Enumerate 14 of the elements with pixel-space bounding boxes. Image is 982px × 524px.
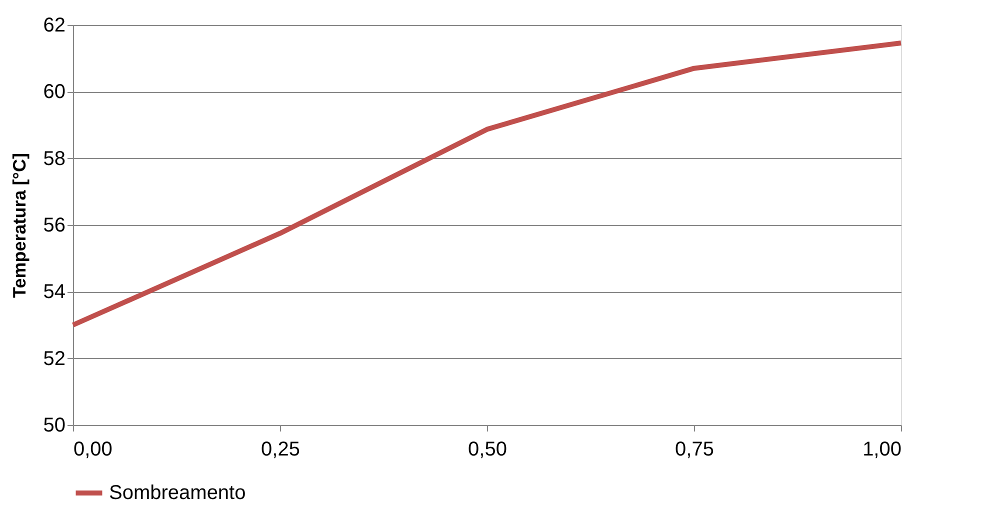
y-tick-label: 56	[43, 214, 66, 236]
y-tick-label: 50	[43, 414, 66, 436]
y-tick-label: 58	[43, 148, 66, 170]
x-tick-label: 0,00	[74, 438, 112, 460]
x-tick-label: 0,50	[468, 438, 507, 460]
y-tick-label: 52	[43, 348, 66, 370]
legend-label: Sombreamento	[109, 482, 246, 504]
y-tick-label: 54	[43, 281, 66, 304]
x-tick-label: 1,00	[862, 438, 902, 460]
y-tick-label: 62	[43, 14, 66, 36]
y-axis-title: Temperatura [°C]	[9, 153, 30, 298]
x-tick-label: 0,75	[675, 438, 714, 460]
x-tick-label: 0,25	[261, 438, 300, 460]
y-tick-label: 60	[43, 81, 66, 104]
